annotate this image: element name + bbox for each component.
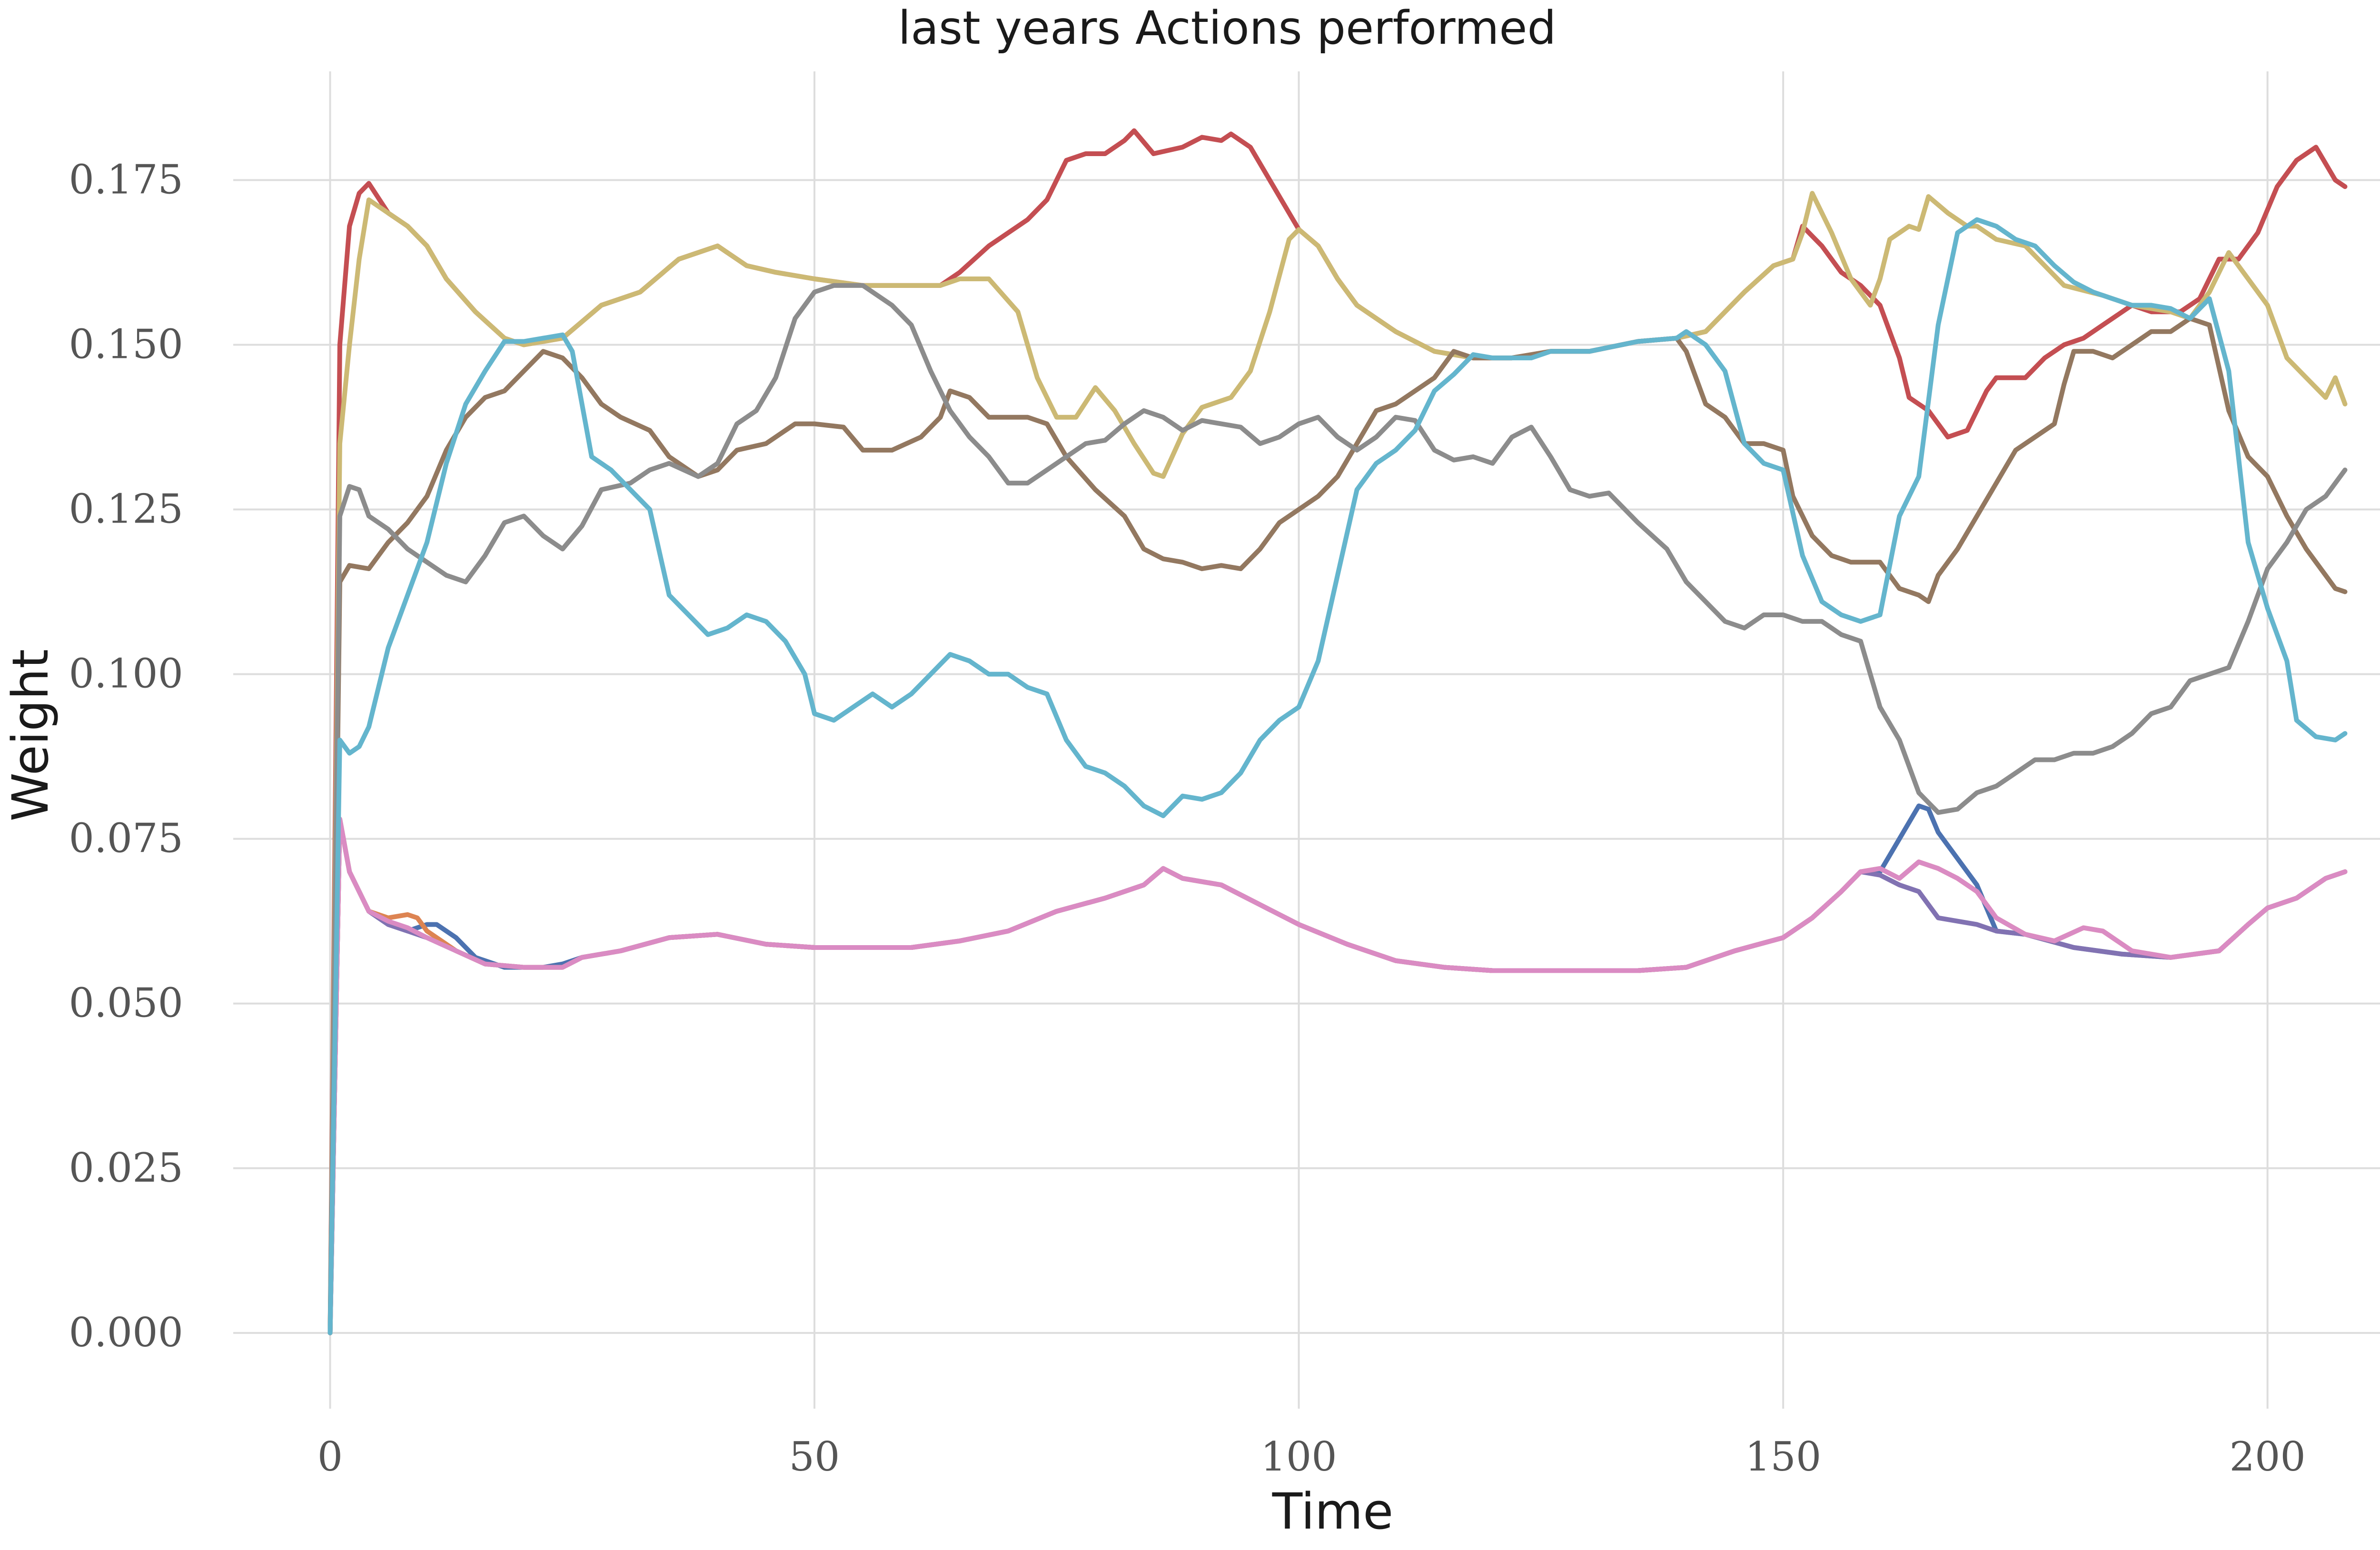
- x-tick-label: 150: [1745, 1433, 1821, 1480]
- chart-title: last years Actions performed: [898, 1, 1557, 55]
- series-line-9: [327, 217, 2348, 1335]
- y-tick-label: 0.125: [69, 486, 183, 533]
- series-lines: [327, 128, 2348, 1335]
- series-line-4: [327, 817, 2348, 1335]
- y-axis-label: Weight: [1, 649, 60, 821]
- x-tick-label: 0: [317, 1433, 343, 1480]
- y-tick-label: 0.100: [69, 651, 183, 697]
- series-line-7: [327, 316, 2348, 1335]
- x-tick-label: 50: [789, 1433, 840, 1480]
- y-tick-label: 0.000: [69, 1309, 183, 1356]
- series-line-8: [327, 283, 2348, 1335]
- x-tick-label: 100: [1260, 1433, 1337, 1480]
- y-tick-label: 0.025: [69, 1145, 183, 1191]
- series-line-6: [327, 191, 2348, 1335]
- x-tick-label: 200: [2230, 1433, 2306, 1480]
- y-tick-labels: 0.000 0.025 0.050 0.075 0.100 0.125 0.150 0.175: [69, 156, 183, 1355]
- x-tick-labels: 0 50 100 150 200: [317, 1433, 2306, 1480]
- y-gridlines: [233, 179, 2380, 1334]
- y-tick-label: 0.050: [69, 980, 183, 1027]
- y-tick-label: 0.075: [69, 815, 183, 862]
- y-tick-label: 0.175: [69, 156, 183, 203]
- x-axis-label: Time: [1272, 1482, 1394, 1540]
- y-tick-label: 0.150: [69, 321, 183, 367]
